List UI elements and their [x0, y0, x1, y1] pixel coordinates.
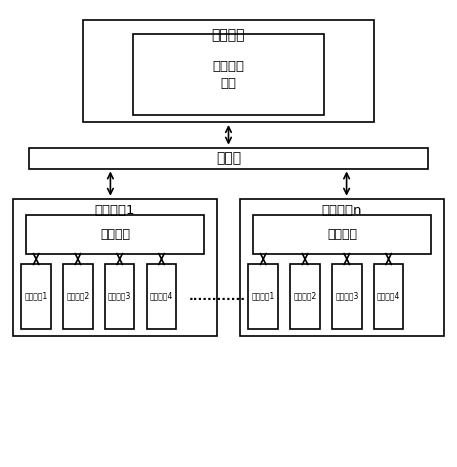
Text: 交换机: 交换机	[216, 151, 241, 165]
Text: 辨识模组4: 辨识模组4	[377, 292, 400, 301]
Text: 功率测试
方案: 功率测试 方案	[213, 59, 244, 90]
Text: 辨识模组1: 辨识模组1	[252, 292, 275, 301]
FancyBboxPatch shape	[21, 264, 51, 329]
FancyBboxPatch shape	[290, 264, 320, 329]
Text: 辨识模组1: 辨识模组1	[25, 292, 48, 301]
Text: 微控制器: 微控制器	[100, 228, 130, 241]
Text: ............: ............	[189, 290, 246, 303]
Text: 测试从机n: 测试从机n	[322, 204, 362, 217]
Text: 辨识模组4: 辨识模组4	[150, 292, 173, 301]
FancyBboxPatch shape	[332, 264, 361, 329]
FancyBboxPatch shape	[133, 34, 324, 115]
FancyBboxPatch shape	[13, 198, 217, 336]
Text: 辨识模组3: 辨识模组3	[108, 292, 132, 301]
Text: 辨识模组2: 辨识模组2	[293, 292, 317, 301]
FancyBboxPatch shape	[105, 264, 134, 329]
Text: 微控制器: 微控制器	[327, 228, 357, 241]
FancyBboxPatch shape	[249, 264, 278, 329]
FancyBboxPatch shape	[147, 264, 176, 329]
FancyBboxPatch shape	[63, 264, 93, 329]
FancyBboxPatch shape	[27, 215, 203, 255]
Text: 测试主机: 测试主机	[212, 28, 245, 42]
Text: 测试从机1: 测试从机1	[95, 204, 135, 217]
Text: 辨识模组2: 辨识模组2	[66, 292, 90, 301]
FancyBboxPatch shape	[254, 215, 430, 255]
Text: 辨识模组3: 辨识模组3	[335, 292, 358, 301]
FancyBboxPatch shape	[83, 20, 374, 122]
FancyBboxPatch shape	[374, 264, 404, 329]
FancyBboxPatch shape	[29, 148, 428, 169]
FancyBboxPatch shape	[240, 198, 444, 336]
